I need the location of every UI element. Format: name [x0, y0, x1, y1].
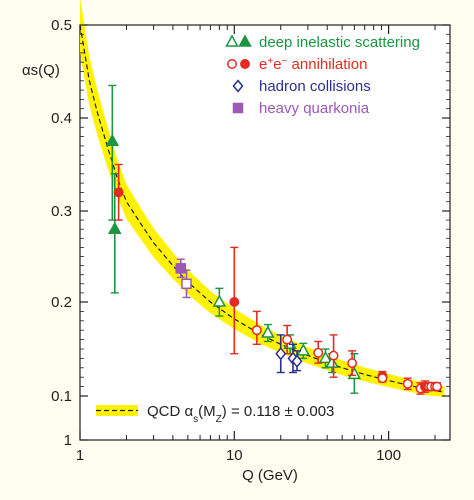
data-point-triangle — [261, 325, 275, 338]
qcd-curve — [79, 24, 445, 393]
y-tick-label: 0.3 — [51, 203, 72, 220]
data-point-triangle — [225, 34, 239, 47]
data-point-diamond — [232, 79, 244, 93]
data-point-circle — [432, 381, 442, 392]
data-point-triangle — [107, 221, 122, 234]
qcd-legend-label: QCD αs(MZ) = 0.118 ± 0.003 — [147, 403, 334, 425]
data-point-circle — [377, 373, 388, 384]
legend-label: hadron collisions — [259, 78, 371, 95]
data-point-circle — [229, 297, 240, 307]
data-point-circle — [328, 350, 339, 361]
y-tick-label: 0.2 — [51, 294, 72, 311]
data-point-triangle — [296, 343, 311, 356]
data-point-triangle — [318, 350, 333, 364]
data-point-circle — [113, 187, 124, 198]
data-point-triangle — [105, 133, 120, 146]
y-tick-label: 0.5 — [51, 17, 72, 34]
data-point-triangle — [325, 355, 339, 368]
data-point-circle — [313, 347, 324, 358]
legend-label: deep inelastic scattering — [259, 34, 420, 51]
data-point-circle — [282, 334, 293, 345]
x-axis-label: Q (GeV) — [242, 467, 298, 484]
data-point-triangle — [238, 34, 252, 47]
data-point-triangle — [212, 294, 227, 307]
y-tick-label: 0.4 — [51, 110, 72, 127]
data-point-square — [175, 263, 187, 274]
y-tick-label: 0.1 — [51, 388, 72, 405]
y-axis-label: αs(Q) — [22, 62, 60, 79]
data-point-circle — [240, 59, 250, 69]
data-point-circle — [251, 325, 262, 336]
x-tick-label: 1 — [76, 447, 84, 464]
x-tick-label: 10 — [226, 447, 243, 464]
data-point-square — [181, 278, 192, 290]
data-point-circle — [402, 378, 413, 389]
data-point-circle — [347, 358, 358, 369]
data-point-diamond — [291, 354, 303, 368]
legend-label: e+e− annihilation — [259, 56, 367, 74]
data-point-circle — [227, 59, 237, 69]
y-tick-label: 1 — [64, 432, 72, 449]
data-point-diamond — [275, 347, 287, 361]
x-tick-label: 100 — [376, 447, 401, 464]
legend-label: heavy quarkonia — [259, 100, 370, 117]
data-point-square — [232, 102, 244, 114]
